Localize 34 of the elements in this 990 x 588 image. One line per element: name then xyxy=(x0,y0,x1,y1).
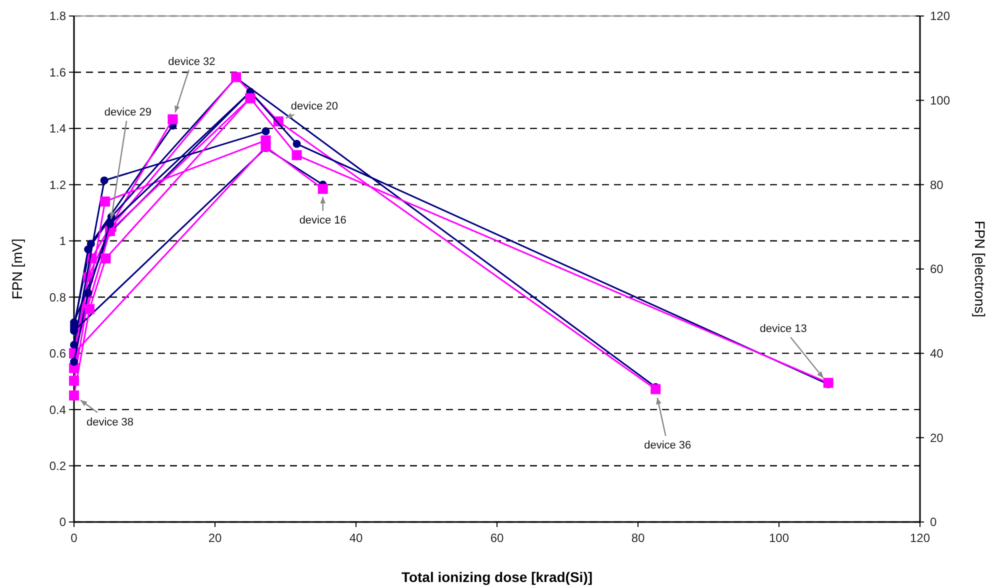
y-axis-title: FPN [mV] xyxy=(9,238,25,300)
y2-axis-title: FPN [electrons] xyxy=(972,220,988,318)
annotation: device 20 xyxy=(290,100,338,112)
y-tick-label: 0.6 xyxy=(49,346,66,361)
y-tick-label: 1.4 xyxy=(49,122,66,136)
x-tick-label: 0 xyxy=(70,531,78,545)
y2-tick-label: 20 xyxy=(930,430,944,445)
y2-tick-label: 100 xyxy=(930,94,950,108)
x-tick-label: 20 xyxy=(208,531,222,545)
x-tick-label: 60 xyxy=(490,531,504,545)
annotation: device 16 xyxy=(299,214,346,227)
y2-tick-label: 0 xyxy=(930,515,937,530)
y2-tick-label: 60 xyxy=(930,262,944,276)
y2-tick-label: 40 xyxy=(930,346,944,361)
y-tick-label: 0 xyxy=(59,515,66,530)
y-tick-label: 1.2 xyxy=(49,178,66,192)
x-tick-label: 100 xyxy=(768,531,790,545)
x-tick-label: 40 xyxy=(349,531,363,545)
y-tick-label: 0.2 xyxy=(49,458,66,473)
annotation: device 36 xyxy=(644,440,692,452)
x-axis-title: Total ionizing dose [krad(Si)] xyxy=(401,569,593,585)
y-tick-label: 1.8 xyxy=(49,9,66,24)
annotation: device 29 xyxy=(104,106,152,119)
x-tick-label: 120 xyxy=(910,531,930,545)
y-tick-label: 1 xyxy=(59,234,66,248)
y-tick-label: 0.4 xyxy=(49,402,66,417)
y2-tick-label: 80 xyxy=(930,178,944,192)
annotation: device 13 xyxy=(760,323,807,336)
y-tick-label: 0.8 xyxy=(49,290,66,304)
x-tick-label: 80 xyxy=(631,531,645,545)
annotation: device 32 xyxy=(168,56,216,68)
y2-tick-label: 120 xyxy=(930,9,950,24)
annotation: device 38 xyxy=(86,416,134,428)
y-tick-label: 1.6 xyxy=(49,65,66,80)
